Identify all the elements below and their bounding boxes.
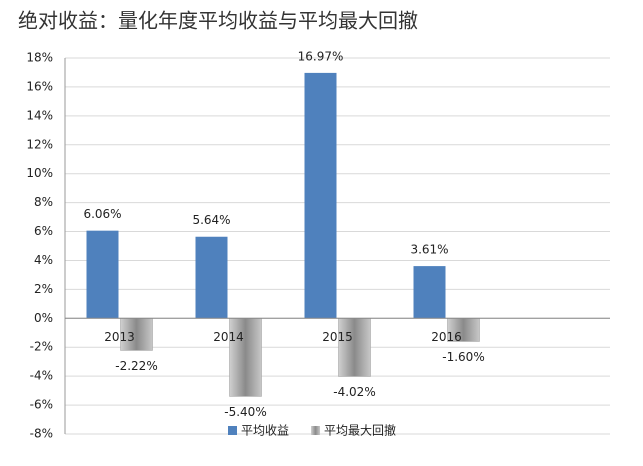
x-tick-label: 2013	[104, 330, 135, 344]
y-tick-label: 12%	[26, 137, 53, 151]
y-tick-label: 8%	[34, 195, 53, 209]
legend-label: 平均收益	[241, 424, 289, 438]
y-tick-label: -8%	[30, 427, 53, 441]
data-label: -5.40%	[224, 405, 266, 419]
legend-swatch	[311, 426, 321, 435]
data-label: 16.97%	[298, 49, 344, 63]
legend-label: 平均最大回撤	[324, 423, 396, 438]
data-label: -2.22%	[115, 359, 157, 373]
y-tick-label: -6%	[30, 398, 53, 412]
bar	[86, 230, 119, 319]
y-tick-label: 18%	[26, 51, 53, 65]
bar	[229, 318, 262, 397]
bar	[304, 72, 337, 319]
y-tick-label: 6%	[34, 224, 53, 238]
chart-title: 绝对收益：量化年度平均收益与平均最大回撤	[18, 9, 418, 33]
bar	[195, 236, 228, 319]
y-tick-label: 0%	[34, 311, 53, 325]
data-label: -1.60%	[442, 350, 484, 364]
x-tick-label: 2016	[431, 330, 462, 344]
bar	[338, 318, 371, 377]
y-tick-label: 14%	[26, 108, 53, 122]
y-tick-label: -4%	[30, 369, 53, 383]
y-tick-label: 4%	[34, 253, 53, 267]
legend-swatch	[228, 426, 237, 435]
bar	[120, 318, 153, 351]
y-tick-label: 16%	[26, 79, 53, 93]
bar	[413, 266, 446, 319]
y-tick-label: 10%	[26, 166, 53, 180]
data-label: -4.02%	[333, 385, 375, 399]
x-tick-label: 2014	[213, 330, 244, 344]
data-label: 3.61%	[410, 243, 448, 257]
data-label: 5.64%	[192, 213, 230, 227]
x-tick-label: 2015	[322, 330, 353, 344]
y-tick-label: -2%	[30, 340, 53, 354]
y-tick-label: 2%	[34, 282, 53, 296]
data-label: 6.06%	[83, 207, 121, 221]
